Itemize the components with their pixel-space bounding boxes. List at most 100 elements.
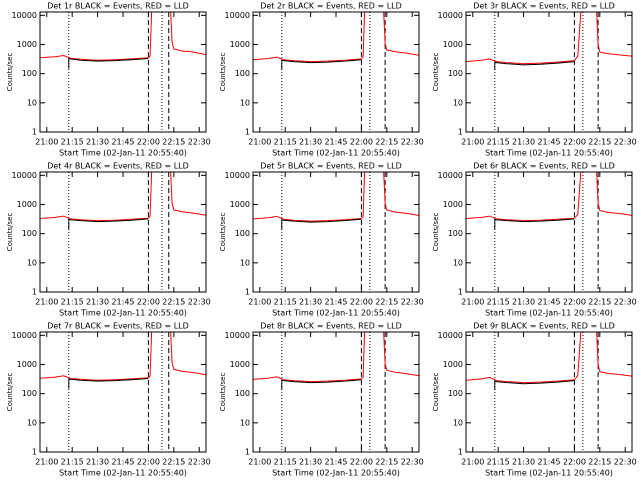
x-tick-label: 21:00 bbox=[35, 458, 58, 467]
series-line bbox=[253, 12, 419, 63]
y-axis-label: Counts/sec bbox=[219, 53, 227, 92]
x-axis-label: Start Time (02-Jan-11 20:55:40) bbox=[59, 149, 187, 158]
y-tick-label: 1000 bbox=[443, 360, 463, 369]
y-tick-label: 1 bbox=[32, 288, 37, 297]
y-axis-label: Counts/sec bbox=[6, 373, 14, 412]
y-tick-label: 100 bbox=[235, 389, 250, 398]
series-line bbox=[494, 218, 575, 230]
y-tick-label: 1000 bbox=[443, 200, 463, 209]
y-tick-label: 1 bbox=[245, 128, 250, 137]
y-axis-label: Counts/sec bbox=[219, 213, 227, 252]
x-tick-label: 21:45 bbox=[537, 458, 560, 467]
x-axis-label: Start Time (02-Jan-11 20:55:40) bbox=[272, 309, 400, 318]
y-tick-label: 10000 bbox=[438, 331, 463, 340]
y-axis-label: Counts/sec bbox=[432, 213, 440, 252]
x-tick-label: 22:30 bbox=[614, 458, 637, 467]
y-axis-label: Counts/sec bbox=[219, 373, 227, 412]
x-tick-label: 21:00 bbox=[248, 298, 271, 307]
x-tick-label: 21:15 bbox=[487, 458, 510, 467]
y-tick-label: 10000 bbox=[12, 331, 37, 340]
x-tick-label: 22:30 bbox=[188, 298, 211, 307]
y-tick-label: 10 bbox=[453, 98, 463, 107]
y-tick-label: 1 bbox=[458, 128, 463, 137]
x-tick-label: 22:15 bbox=[162, 138, 185, 147]
y-tick-label: 100 bbox=[22, 229, 37, 238]
x-tick-label: 21:15 bbox=[487, 298, 510, 307]
series-line bbox=[494, 61, 575, 71]
panel: Det 1r BLACK = Events, RED = LLD Start Ti… bbox=[6, 2, 211, 158]
panel: Det 6r BLACK = Events, RED = LLD Start Ti… bbox=[432, 162, 637, 318]
x-tick-label: 22:00 bbox=[350, 138, 373, 147]
y-tick-label: 1000 bbox=[17, 360, 37, 369]
x-tick-label: 22:15 bbox=[375, 458, 398, 467]
x-tick-label: 22:00 bbox=[350, 458, 373, 467]
x-tick-label: 21:45 bbox=[324, 298, 347, 307]
chart-title: Det 4r BLACK = Events, RED = LLD bbox=[47, 162, 189, 171]
x-tick-label: 21:15 bbox=[487, 138, 510, 147]
x-tick-label: 22:30 bbox=[401, 138, 424, 147]
series-line bbox=[40, 12, 206, 61]
x-tick-label: 21:30 bbox=[299, 138, 322, 147]
plot-frame bbox=[39, 171, 207, 293]
y-tick-label: 10 bbox=[27, 418, 37, 427]
y-tick-label: 100 bbox=[22, 389, 37, 398]
y-tick-label: 100 bbox=[22, 69, 37, 78]
x-tick-label: 21:30 bbox=[299, 458, 322, 467]
x-tick-label: 21:00 bbox=[461, 458, 484, 467]
series-line bbox=[466, 332, 632, 384]
x-tick-label: 22:00 bbox=[563, 298, 586, 307]
y-tick-label: 1 bbox=[245, 288, 250, 297]
x-tick-label: 21:45 bbox=[537, 138, 560, 147]
x-tick-label: 21:00 bbox=[35, 298, 58, 307]
x-tick-label: 22:30 bbox=[401, 298, 424, 307]
x-tick-label: 22:00 bbox=[563, 458, 586, 467]
x-tick-label: 21:30 bbox=[512, 458, 535, 467]
y-tick-label: 1000 bbox=[443, 40, 463, 49]
x-tick-label: 21:45 bbox=[324, 138, 347, 147]
x-tick-label: 22:00 bbox=[350, 298, 373, 307]
series-line bbox=[281, 379, 362, 390]
x-tick-label: 22:15 bbox=[162, 298, 185, 307]
y-tick-label: 10000 bbox=[225, 11, 250, 20]
panel: Det 5r BLACK = Events, RED = LLD Start Ti… bbox=[219, 162, 424, 318]
plot-frame bbox=[465, 11, 633, 133]
x-tick-label: 22:30 bbox=[614, 138, 637, 147]
x-tick-label: 21:15 bbox=[61, 298, 84, 307]
y-tick-label: 10000 bbox=[225, 331, 250, 340]
series-line bbox=[253, 172, 419, 222]
y-tick-label: 10000 bbox=[12, 171, 37, 180]
y-tick-label: 1000 bbox=[17, 40, 37, 49]
y-tick-label: 10 bbox=[27, 98, 37, 107]
series-line bbox=[466, 172, 632, 222]
plot-frame bbox=[252, 11, 420, 133]
x-tick-label: 21:00 bbox=[35, 138, 58, 147]
series-line bbox=[68, 218, 149, 230]
plot-frame bbox=[39, 11, 207, 133]
x-tick-label: 21:30 bbox=[512, 138, 535, 147]
x-axis-label: Start Time (02-Jan-11 20:55:40) bbox=[59, 469, 187, 478]
chart-title: Det 9r BLACK = Events, RED = LLD bbox=[473, 322, 615, 331]
x-tick-label: 22:15 bbox=[588, 138, 611, 147]
chart-title: Det 5r BLACK = Events, RED = LLD bbox=[260, 162, 402, 171]
y-tick-label: 100 bbox=[448, 389, 463, 398]
y-tick-label: 100 bbox=[235, 229, 250, 238]
y-tick-label: 100 bbox=[448, 229, 463, 238]
y-tick-label: 1 bbox=[245, 448, 250, 457]
y-tick-label: 10 bbox=[27, 258, 37, 267]
chart-title: Det 6r BLACK = Events, RED = LLD bbox=[473, 162, 615, 171]
x-axis-label: Start Time (02-Jan-11 20:55:40) bbox=[272, 469, 400, 478]
series-line bbox=[281, 59, 362, 70]
chart-title: Det 3r BLACK = Events, RED = LLD bbox=[473, 2, 615, 11]
y-tick-label: 10000 bbox=[438, 11, 463, 20]
y-tick-label: 1 bbox=[32, 448, 37, 457]
x-tick-label: 22:15 bbox=[375, 298, 398, 307]
x-tick-label: 21:30 bbox=[299, 298, 322, 307]
panel: Det 3r BLACK = Events, RED = LLD Start Ti… bbox=[432, 2, 637, 158]
chart-title: Det 7r BLACK = Events, RED = LLD bbox=[47, 322, 189, 331]
x-tick-label: 21:30 bbox=[512, 298, 535, 307]
x-tick-label: 21:00 bbox=[248, 458, 271, 467]
series-line bbox=[253, 332, 419, 383]
x-tick-label: 22:30 bbox=[188, 458, 211, 467]
panel: Det 2r BLACK = Events, RED = LLD Start Ti… bbox=[219, 2, 424, 158]
series-line bbox=[40, 332, 206, 381]
